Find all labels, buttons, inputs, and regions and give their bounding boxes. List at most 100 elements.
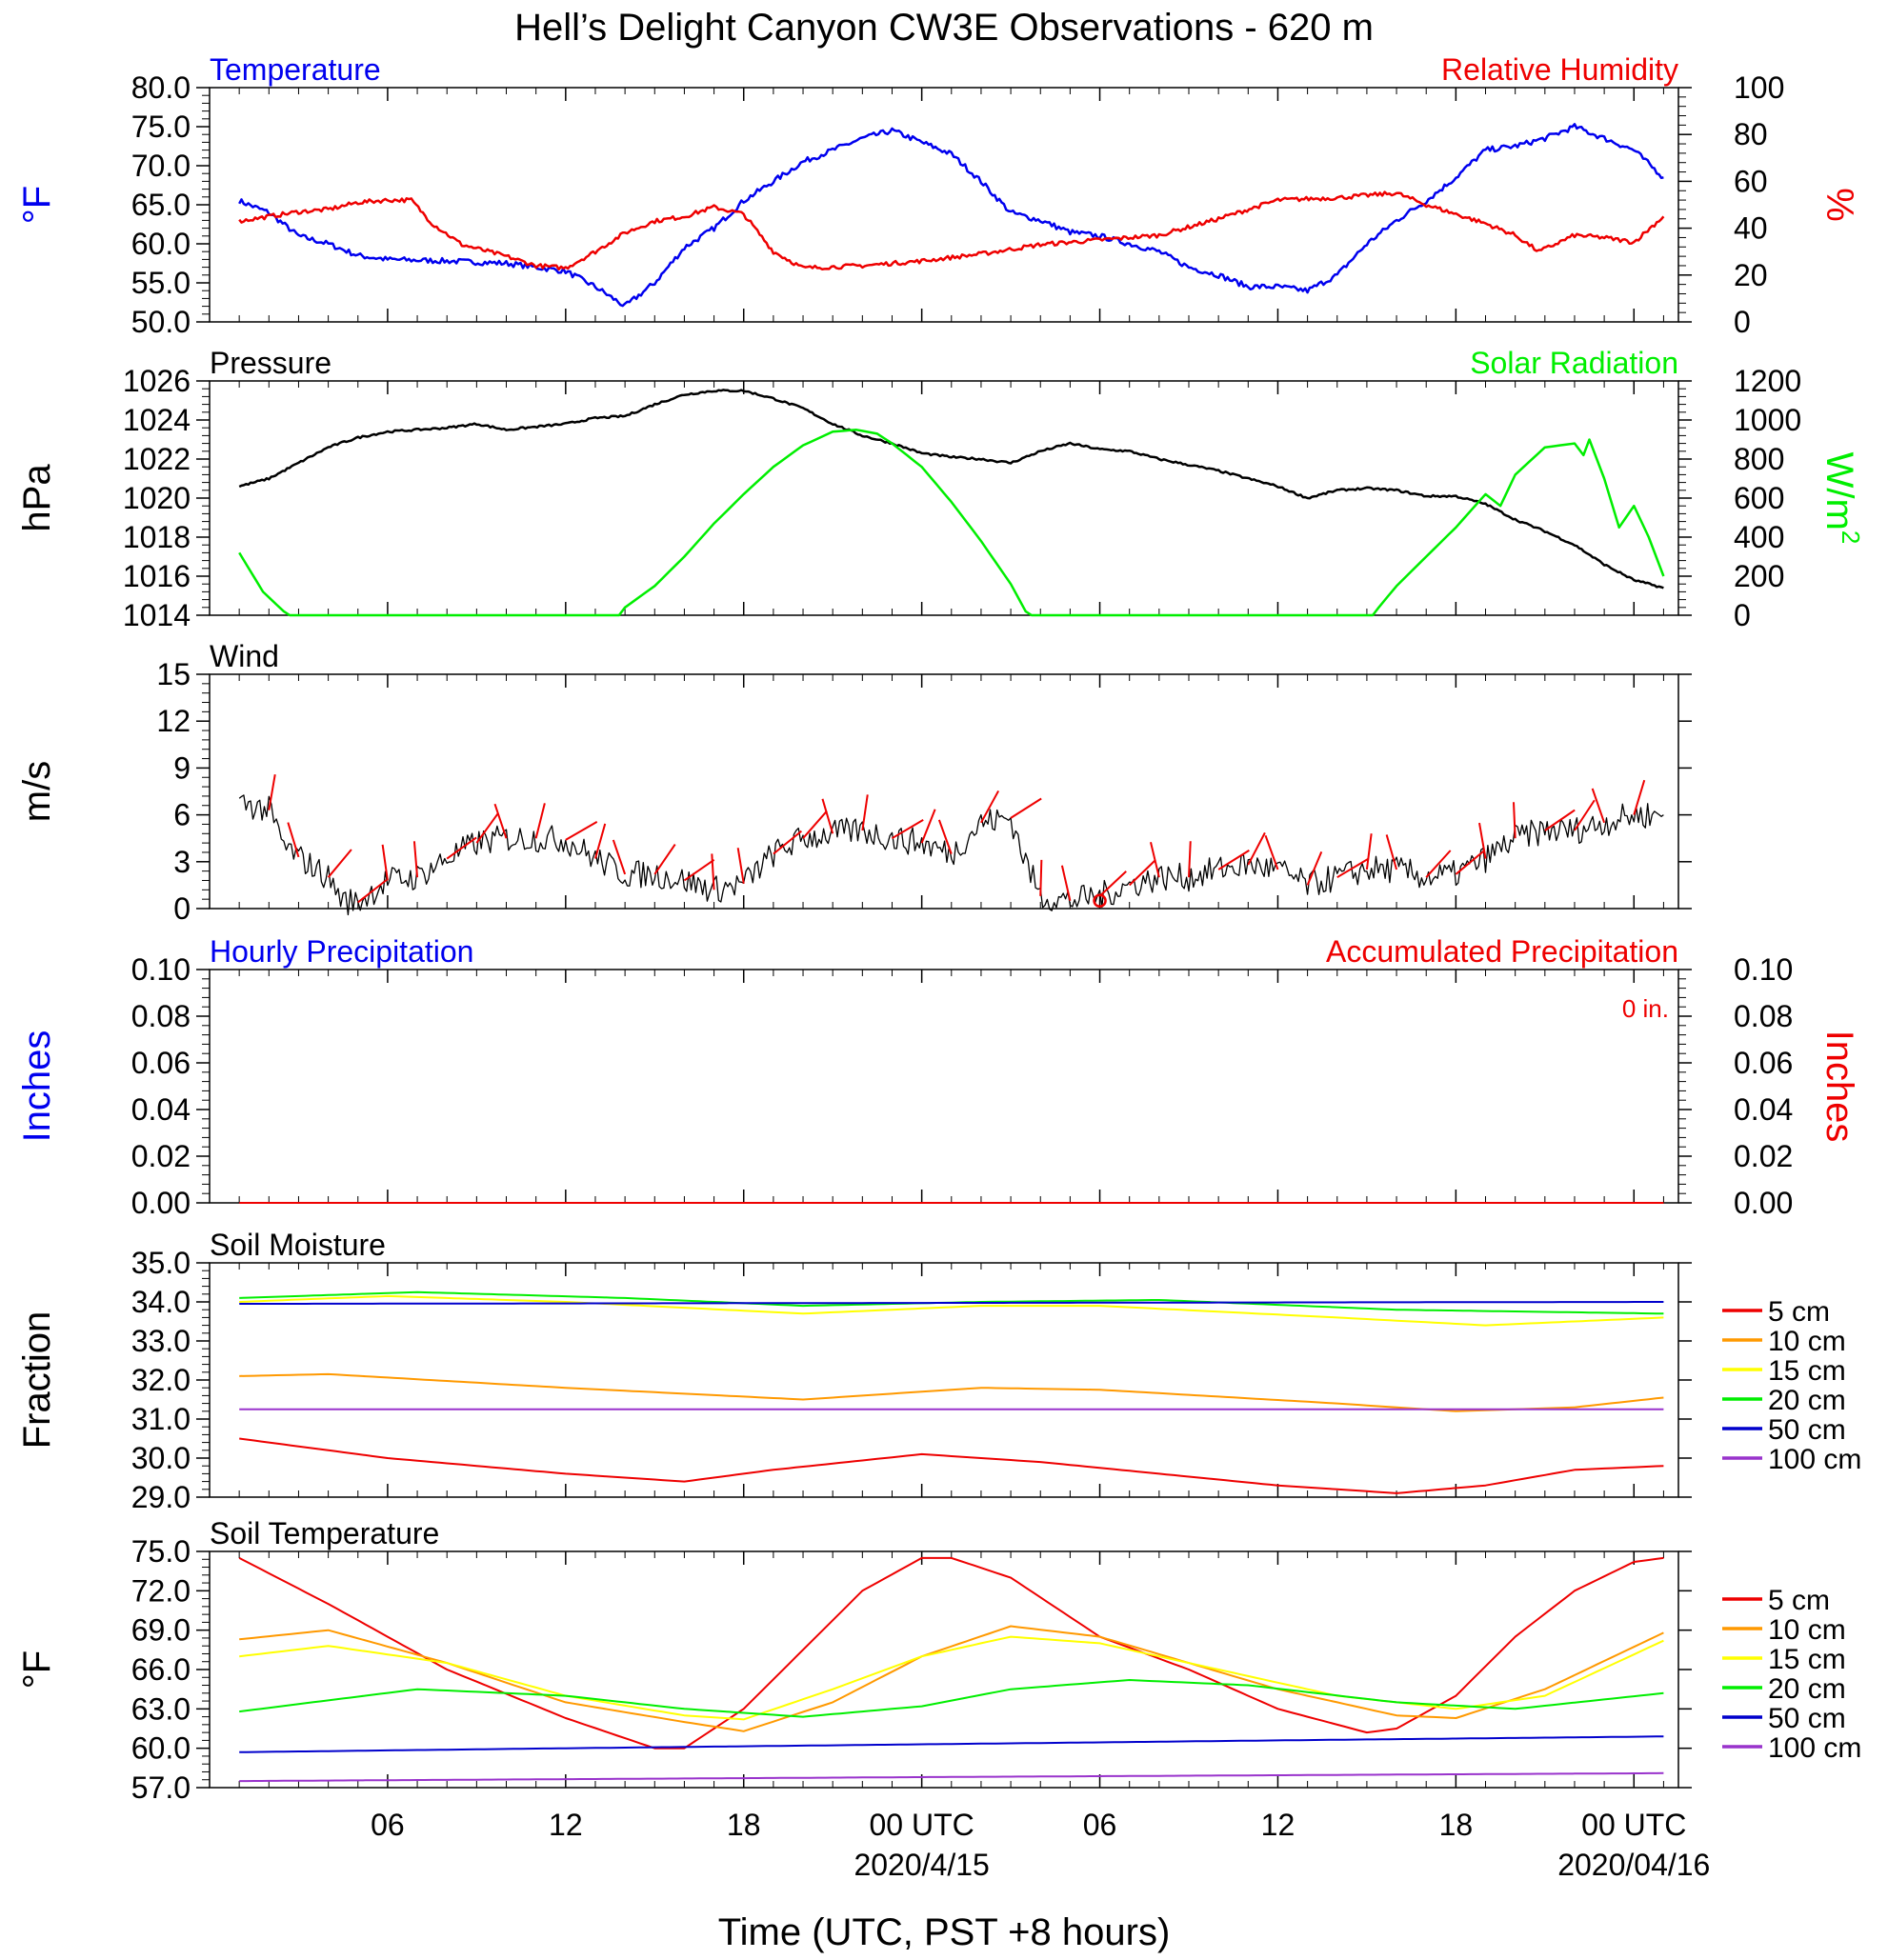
wind-barb	[1098, 870, 1127, 897]
wind-barb	[412, 841, 419, 878]
wind-barb	[327, 849, 352, 878]
y-tick-label-right: 600	[1734, 481, 1784, 515]
panel-1: 1014 1016 1018 1020 1022 1024 1026 0 200 400 600 80…	[16, 346, 1865, 632]
plot-frame	[209, 1550, 1679, 1789]
y-tick-label-right: 800	[1734, 442, 1784, 476]
legend-label: 50 cm	[1768, 1703, 1846, 1734]
wind-barb	[446, 836, 477, 860]
wind-barb	[493, 803, 508, 839]
wind-barb	[1544, 809, 1576, 831]
x-axis: 06 12 18 00 UTC 2020/4/15 06 12 18 00 UTC 2020/04…	[371, 1808, 1710, 1882]
y-tick-label-left: 75.0	[131, 1534, 191, 1569]
wind-barb	[653, 843, 676, 875]
series-line-10-cm	[239, 1372, 1664, 1412]
plot-frame	[209, 673, 1679, 910]
panel-title: Pressure	[210, 346, 331, 380]
y-axis-label-right-text: W/m	[1818, 452, 1860, 530]
panel-title: Wind	[210, 639, 279, 673]
wind-barb	[357, 879, 388, 904]
y-tick-label-right: 0.08	[1734, 999, 1793, 1033]
y-tick-label-left: 70.0	[131, 149, 191, 183]
y-tick-label-left: 29.0	[131, 1480, 191, 1514]
x-tick-label: 06	[371, 1808, 405, 1842]
y-tick-label-right: 100	[1734, 70, 1784, 105]
y-tick-label-left: 1014	[123, 598, 191, 632]
series-line-15-cm	[239, 1294, 1664, 1327]
y-tick-label-left: 0.04	[131, 1092, 191, 1127]
wind-barb	[1150, 842, 1160, 878]
y-tick-label-left: 0.00	[131, 1186, 191, 1220]
wind-barb	[1306, 850, 1323, 886]
y-tick-label-left: 3	[173, 845, 191, 879]
y-axis-label-left: Inches	[16, 1030, 58, 1143]
y-tick-label-right: 1000	[1734, 403, 1801, 437]
wind-barb	[1385, 834, 1398, 870]
wind-barb	[1591, 788, 1606, 824]
y-tick-label-right: 0	[1734, 305, 1751, 339]
y-tick-label-left: 32.0	[131, 1363, 191, 1397]
y-tick-label-left: 65.0	[131, 188, 191, 222]
y-tick-label-right: 0.06	[1734, 1046, 1793, 1080]
legend-label: 15 cm	[1768, 1644, 1846, 1675]
series-line-5-cm	[239, 1437, 1664, 1494]
wind-barb	[475, 812, 499, 844]
panel-title: Temperature	[210, 52, 381, 87]
wind-barb	[683, 858, 715, 882]
wind-barb	[802, 810, 828, 839]
panel-title: Soil Moisture	[210, 1228, 386, 1262]
y-axis-label-left: °F	[16, 186, 58, 224]
calm-wind-marker	[1093, 893, 1107, 909]
y-tick-label-left: 31.0	[131, 1402, 191, 1436]
panels: 50.055.060.065.070.075.080.0020406080100…	[16, 52, 1865, 1805]
y-tick-label-left: 9	[173, 750, 191, 785]
y-tick-label-left: 60.0	[131, 1731, 191, 1766]
wind-barb	[1425, 850, 1452, 878]
series-line-15-cm	[239, 1635, 1664, 1721]
series-line-100-cm	[239, 1771, 1664, 1783]
y-tick-label-left: 35.0	[131, 1246, 191, 1280]
y-tick-label-left: 80.0	[131, 70, 191, 105]
y-tick-label-left: 1024	[123, 403, 191, 437]
legend-label: 5 cm	[1768, 1296, 1830, 1328]
series-line-pressure	[238, 389, 1664, 590]
x-tick-label: 00 UTC	[870, 1808, 974, 1842]
legend-label: 20 cm	[1768, 1385, 1846, 1416]
y-tick-label-left: 15	[156, 657, 191, 691]
wind-barb	[1455, 850, 1485, 875]
y-tick-label-left: 66.0	[131, 1652, 191, 1687]
x-date-label: 2020/04/16	[1557, 1848, 1710, 1882]
wind-barb	[711, 853, 715, 890]
legend-label: 5 cm	[1768, 1585, 1830, 1616]
chart-title: Hell’s Delight Canyon CW3E Observations …	[514, 7, 1374, 49]
y-axis-label-left: Fraction	[16, 1311, 58, 1450]
y-tick-label-right: 0	[1734, 598, 1751, 632]
legend-label: 100 cm	[1768, 1444, 1861, 1475]
wind-barb	[920, 809, 936, 844]
legend-label: 100 cm	[1768, 1732, 1861, 1764]
x-tick-label: 12	[549, 1808, 583, 1842]
wind-barb	[1633, 779, 1646, 815]
series-line-50-cm	[239, 1301, 1664, 1305]
wind-barb	[980, 790, 1000, 824]
y-axis-label-right: W/m2	[1818, 452, 1865, 545]
x-tick-label: 06	[1083, 1808, 1117, 1842]
y-tick-label-left: 1016	[123, 559, 191, 593]
y-tick-label-left: 50.0	[131, 305, 191, 339]
wind-barb	[1129, 859, 1156, 887]
y-axis-label-left: °F	[16, 1650, 58, 1689]
panel-title-right: Solar Radiation	[1470, 346, 1678, 380]
y-tick-label-left: 0.02	[131, 1139, 191, 1173]
wind-barb	[1512, 802, 1516, 839]
y-tick-label-left: 1018	[123, 520, 191, 554]
y-tick-label-right: 20	[1734, 258, 1768, 292]
x-axis-label: Time (UTC, PST +8 hours)	[718, 1911, 1171, 1953]
panel-2: 0 3 6 9 12 15 Wind m/s	[16, 639, 1692, 926]
y-tick-label-right: 60	[1734, 164, 1768, 198]
y-tick-label-left: 12	[156, 704, 191, 738]
x-tick-label: 12	[1261, 1808, 1295, 1842]
y-tick-label-left: 1026	[123, 364, 191, 398]
y-axis-label-right-text: %	[1818, 188, 1860, 222]
panel-title-right: Relative Humidity	[1441, 52, 1678, 87]
